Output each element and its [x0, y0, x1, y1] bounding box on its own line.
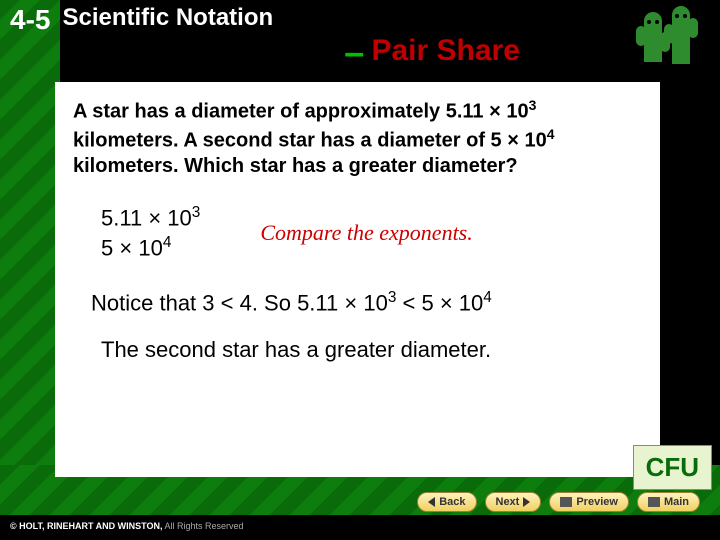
arrow-left-icon [428, 497, 435, 507]
preview-label: Preview [576, 496, 618, 508]
header-text-block: Scientific Notation Concept Development … [62, 4, 519, 68]
answer-text: The second star has a greater diameter. [101, 337, 642, 363]
cfu-badge[interactable]: CFU [633, 445, 712, 490]
slide-subtitle: Concept Development – Pair Share [62, 34, 519, 68]
cactus-decoration [640, 0, 710, 80]
main-button[interactable]: Main [637, 492, 700, 512]
main-icon [648, 497, 660, 507]
preview-button[interactable]: Preview [549, 492, 629, 512]
back-button[interactable]: Back [417, 492, 476, 512]
subtitle-dash: – [344, 32, 364, 73]
work-expressions: 5.11 × 103 5 × 104 [101, 203, 200, 263]
subtitle-concept: Concept Development [62, 36, 337, 66]
work-row: 5.11 × 103 5 × 104 Compare the exponents… [101, 203, 642, 263]
subtitle-pair-share: Pair Share [371, 34, 519, 67]
main-label: Main [664, 496, 689, 508]
next-button[interactable]: Next [485, 492, 542, 512]
work-line-2: 5 × 104 [101, 233, 200, 263]
lesson-number: 4-5 [10, 4, 50, 36]
compare-hint: Compare the exponents. [260, 220, 472, 246]
back-label: Back [439, 496, 465, 508]
question-text: A star has a diameter of approximately 5… [73, 96, 642, 179]
nav-bar: Back Next Preview Main [417, 492, 700, 512]
slide-header: 4-5 Scientific Notation Concept Developm… [0, 0, 720, 82]
copyright-text: © HOLT, RINEHART AND WINSTON, [10, 521, 162, 531]
work-line-1: 5.11 × 103 [101, 203, 200, 233]
arrow-right-icon [523, 497, 530, 507]
footer-bar: © HOLT, RINEHART AND WINSTON, All Rights… [0, 515, 720, 540]
preview-icon [560, 497, 572, 507]
content-panel: A star has a diameter of approximately 5… [55, 82, 660, 477]
notice-text: Notice that 3 < 4. So 5.11 × 103 < 5 × 1… [91, 289, 642, 316]
next-label: Next [496, 496, 520, 508]
slide-title: Scientific Notation [62, 4, 519, 32]
rights-text: All Rights Reserved [162, 521, 243, 531]
